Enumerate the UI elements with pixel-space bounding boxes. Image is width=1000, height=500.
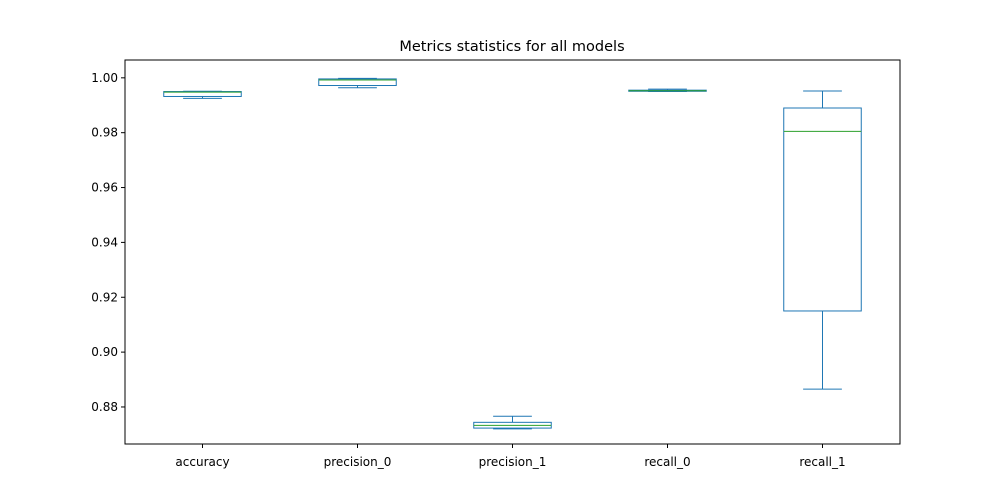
- iqr-box: [318, 78, 397, 87]
- x-tick-label: recall_1: [799, 455, 845, 469]
- box-accuracy: [163, 90, 242, 99]
- box-recall_0: [628, 88, 707, 93]
- x-tick-label: precision_0: [324, 455, 392, 469]
- y-axis: 0.88 0.90 0.92 0.94 0.96 0.98 1.00: [91, 71, 125, 414]
- box-recall_1: [783, 90, 862, 390]
- chart-title: Metrics statistics for all models: [399, 39, 624, 55]
- y-tick-label: 0.94: [91, 235, 118, 249]
- y-tick-label: 0.98: [91, 126, 118, 140]
- y-tick-label: 1.00: [91, 71, 118, 85]
- iqr-box: [163, 91, 242, 97]
- x-tick-label: recall_0: [644, 455, 690, 469]
- plot-frame: [124, 59, 901, 445]
- y-tick-label: 0.92: [91, 290, 118, 304]
- iqr-box: [783, 107, 862, 312]
- box-precision_0: [318, 77, 397, 89]
- boxes-layer: [163, 77, 862, 430]
- y-tick-label: 0.96: [91, 181, 118, 195]
- x-tick-label: precision_1: [479, 455, 547, 469]
- y-tick-label: 0.88: [91, 400, 118, 414]
- box-precision_1: [473, 415, 552, 430]
- y-tick-label: 0.90: [91, 345, 118, 359]
- x-axis: accuracy precision_0 precision_1 recall_0 re…: [175, 444, 846, 469]
- x-tick-label: accuracy: [175, 455, 229, 469]
